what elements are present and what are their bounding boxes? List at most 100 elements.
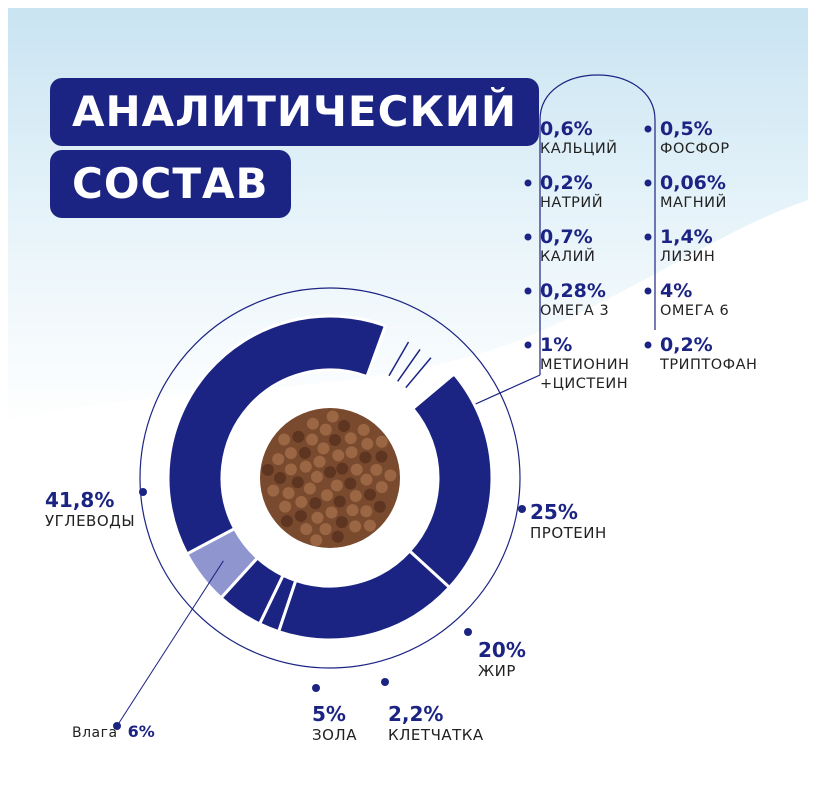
kibble-piece [306,417,319,430]
kibble-piece [345,446,358,459]
category-label: КЛЕТЧАТКА [388,726,484,744]
kibble-piece [274,472,287,484]
mineral: 0,2% ТРИПТОФАН [660,334,780,375]
value-label: 20% [478,638,526,662]
mineral-value: 0,7% [540,226,593,248]
mineral-name: МАГНИЙ [660,195,727,211]
kibble-piece [359,451,372,464]
kibble-piece [313,455,326,468]
category-label: УГЛЕВОДЫ [45,512,136,530]
kibble-piece [284,463,297,476]
kibble-piece [350,463,363,476]
mineral: 0,2% НАТРИЙ [540,172,660,213]
kibble-piece [291,476,304,489]
mineral: 0,28% ОМЕГА 3 [540,280,660,321]
mineral-name: ОМЕГА 3 [540,303,610,319]
mineral-name: КАЛЬЦИЙ [540,141,618,157]
mineral-value: 0,6% [540,118,593,140]
kibble-piece [370,463,383,476]
mineral-bracket [539,74,656,330]
kibble-piece [300,523,313,536]
kibble-piece [284,447,297,460]
kibble-piece [329,434,342,447]
mineral-dot [644,287,652,295]
kibble-piece [346,504,359,517]
mineral-dot [644,233,652,241]
mineral-dot [524,179,532,187]
data-label: 20% ЖИР [478,638,526,680]
kibble-piece [310,470,323,483]
donut-segment [407,371,494,590]
kibble-piece [349,490,362,503]
kibble-piece [319,523,332,536]
mineral-name: ОМЕГА 6 [660,303,730,319]
donut-segment [166,314,388,556]
data-label: 2,2% КЛЕТЧАТКА [388,702,484,744]
category-label: ЖИР [478,662,516,680]
mineral-value: 1% [540,334,573,356]
value-label: 41,8% [45,488,115,512]
kibble-piece [375,450,388,463]
kibble-piece [309,497,322,510]
kibble-piece [267,484,280,497]
kibble-piece [361,437,374,450]
data-label: Влага 6% [72,722,155,741]
wedge-stroke [405,357,432,389]
kibble-piece [310,534,323,547]
kibble-piece [299,460,312,473]
kibble-piece [326,410,339,423]
data-label: 5% ЗОЛА [312,702,357,744]
kibble-piece [306,433,319,446]
mineral-dot [644,179,652,187]
mineral-dot [644,125,652,133]
mineral-name: ФОСФОР [660,141,730,157]
label-dot [464,628,472,636]
kibble-piece [332,449,345,462]
mineral-value: 4% [660,280,693,302]
mineral: 4% ОМЕГА 6 [660,280,780,321]
kibble-piece [373,500,386,513]
kibble-piece [384,469,397,482]
mineral-value: 0,06% [660,172,726,194]
kibble-piece [279,500,292,513]
value-label: 5% [312,702,346,726]
kibble-piece [325,506,338,519]
label-dot [113,722,121,730]
kibble-piece [375,435,388,448]
mineral-name: НАТРИЙ [540,195,604,211]
kibble-piece [336,462,349,475]
kibble-piece [335,516,348,529]
mineral-name: ЛИЗИН [660,249,716,265]
kibble-piece [311,511,324,524]
kibble-piece [349,520,362,533]
title-line: АНАЛИТИЧЕСКИЙ [50,78,540,146]
mineral-dot [524,287,532,295]
kibble-piece [294,509,307,522]
kibble-piece [331,530,344,543]
label-dot [381,678,389,686]
mineral-value: 0,2% [660,334,713,356]
kibble-piece [292,430,305,443]
kibble-piece [360,505,373,518]
mineral: 1% МЕТИОНИН +ЦИСТЕИН [540,334,660,394]
wedge-stroke [397,348,421,382]
category-label: ПРОТЕИН [530,524,607,542]
kibble-piece [324,466,336,479]
kibble-piece [261,463,274,476]
label-dot [518,505,526,513]
value-label: 6% [127,722,155,741]
kibble-piece [364,488,377,501]
kibble-piece [375,481,388,494]
kibble-piece [333,495,346,508]
mineral: 0,06% МАГНИЙ [660,172,780,213]
label-leader [116,560,224,727]
donut-segment [276,548,452,642]
mineral-value: 0,5% [660,118,713,140]
kibble-piece [363,519,376,532]
mineral: 0,5% ФОСФОР [660,118,780,159]
kibble-piece [330,479,343,492]
mineral: 0,6% КАЛЬЦИЙ [540,118,660,159]
label-dot [312,684,320,692]
